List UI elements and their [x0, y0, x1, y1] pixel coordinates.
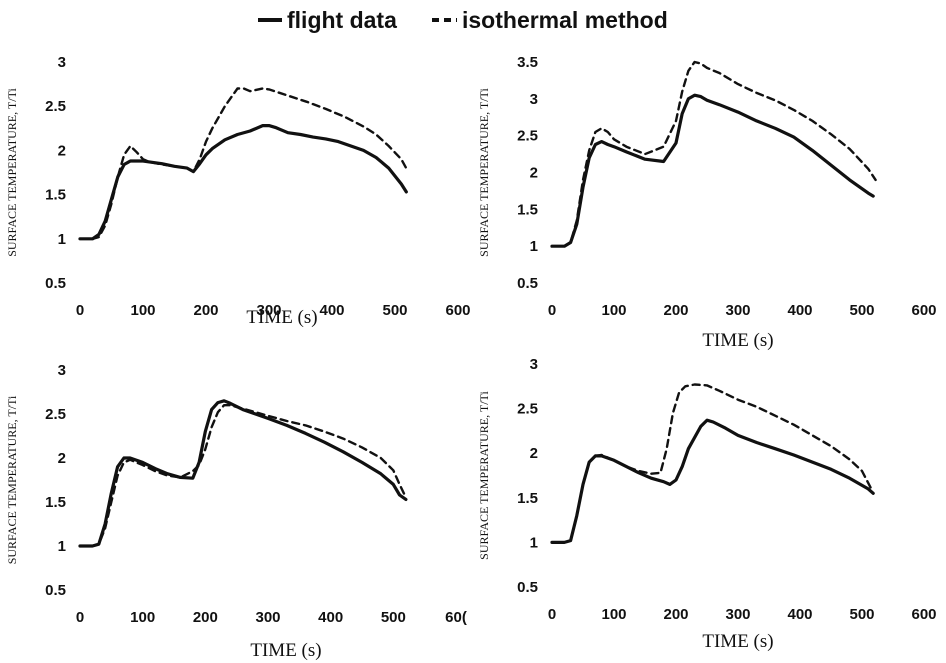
- x-tick-label: 500: [382, 302, 407, 319]
- x-tick-label: 0: [548, 606, 556, 623]
- x-tick-label: 300: [725, 606, 750, 623]
- y-tick-label: 3: [58, 54, 66, 71]
- x-tick-label: 600: [911, 606, 936, 623]
- y-tick-label: 3: [58, 362, 66, 379]
- chart-panel-4: 0.5 1 1.5 2 2.5 3 0 100 200 300 400 500 600 SURFACE T…: [477, 356, 937, 652]
- x-tick-label: 0: [76, 609, 84, 626]
- y-axis-label: SURFACE TEMPERATURE, T/Ti: [5, 395, 19, 564]
- x-tick-label: 0: [548, 302, 556, 319]
- x-tick-label: 200: [663, 606, 688, 623]
- x-tick-label: 400: [319, 302, 344, 319]
- legend-flight-label: flight data: [287, 7, 397, 33]
- x-tick-label: 200: [663, 302, 688, 319]
- x-tick-label: 500: [849, 606, 874, 623]
- y-tick-label: 1.5: [517, 201, 538, 218]
- x-tick-label: 300: [255, 609, 280, 626]
- x-tick-label: 600: [445, 302, 470, 319]
- x-tick-label: 100: [130, 302, 155, 319]
- x-tick-label: 100: [130, 609, 155, 626]
- legend-iso-label: isothermal method: [462, 7, 668, 33]
- chart-panel-1: 0.5 1 1.5 2 2.5 3 0 100 200 300 400 500 600 SURFACE T…: [5, 54, 471, 328]
- flight-data-line: [550, 93, 875, 248]
- x-tick-label: 600: [911, 302, 936, 319]
- y-tick-label: 1.5: [45, 494, 66, 511]
- y-tick-label: 3: [530, 356, 538, 373]
- y-tick-label: 3.5: [517, 54, 538, 71]
- y-tick-label: 1: [530, 534, 538, 551]
- x-axis-label: TIME (s): [250, 640, 321, 661]
- y-tick-label: 3: [530, 91, 538, 108]
- chart-panel-2: 0.5 1 1.5 2 2.5 3 3.5 0 100 200 300 400 500 600 SURFAC…: [477, 54, 937, 351]
- y-tick-label: 1: [58, 231, 66, 248]
- y-tick-label: 1.5: [45, 187, 66, 204]
- y-axis-label: SURFACE TEMPERATURE, T/Ti: [477, 88, 491, 257]
- x-tick-label: 200: [193, 302, 218, 319]
- y-tick-label: 2.5: [45, 406, 66, 423]
- x-tick-label: 0: [76, 302, 84, 319]
- x-tick-label: 500: [849, 302, 874, 319]
- x-tick-label: 300: [725, 302, 750, 319]
- y-tick-label: 2: [58, 142, 66, 159]
- x-tick-label: 400: [787, 606, 812, 623]
- isothermal-method-line: [78, 404, 408, 548]
- flight-data-line: [78, 399, 408, 548]
- x-tick-label: 500: [381, 609, 406, 626]
- flight-data-line: [550, 418, 875, 545]
- x-tick-label: 100: [601, 606, 626, 623]
- y-tick-label: 2: [530, 165, 538, 182]
- isothermal-method-line: [550, 60, 877, 248]
- x-tick-label: 100: [601, 302, 626, 319]
- legend: flight data isothermal method: [258, 7, 668, 33]
- flight-data-line: [78, 123, 408, 241]
- x-axis-label: TIME (s): [702, 631, 773, 652]
- y-tick-label: 2.5: [517, 128, 538, 145]
- x-tick-label: 60(: [445, 609, 467, 626]
- isothermal-method-line: [78, 87, 409, 241]
- x-tick-label: 400: [318, 609, 343, 626]
- y-axis-label: SURFACE TEMPERATURE, T/Ti: [477, 391, 491, 560]
- y-tick-label: 2.5: [45, 98, 66, 115]
- y-tick-label: 1: [530, 238, 538, 255]
- x-axis-label: TIME (s): [246, 307, 317, 328]
- y-tick-label: 1.5: [517, 490, 538, 507]
- y-tick-label: 0.5: [45, 582, 66, 599]
- y-tick-label: 2.5: [517, 401, 538, 418]
- x-axis-label: TIME (s): [702, 330, 773, 351]
- isothermal-method-line: [550, 383, 873, 544]
- x-tick-label: 300: [256, 302, 281, 319]
- y-tick-label: 2: [58, 450, 66, 467]
- y-tick-label: 0.5: [517, 275, 538, 292]
- y-axis-label: SURFACE TEMPERATURE, T/Ti: [5, 88, 19, 257]
- y-tick-label: 1: [58, 538, 66, 555]
- y-tick-label: 0.5: [45, 275, 66, 292]
- y-tick-label: 2: [530, 445, 538, 462]
- x-tick-label: 200: [193, 609, 218, 626]
- chart-panel-3: 0.5 1 1.5 2 2.5 3 0 100 200 300 400 500 60( SURFACE T…: [5, 362, 467, 661]
- y-tick-label: 0.5: [517, 579, 538, 596]
- x-tick-label: 400: [787, 302, 812, 319]
